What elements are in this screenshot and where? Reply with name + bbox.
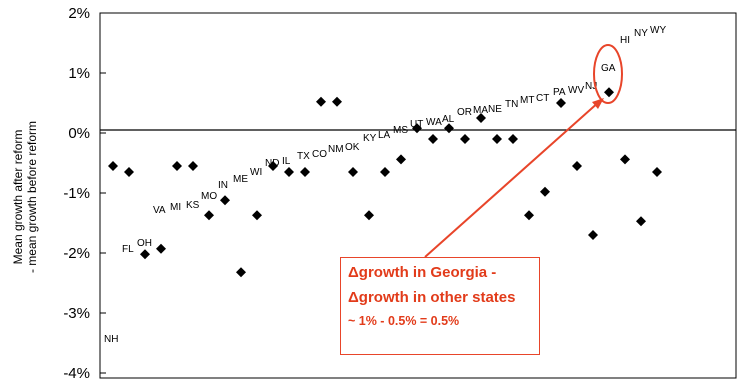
- data-point: [156, 243, 166, 254]
- state-label-co: CO: [312, 149, 327, 160]
- data-point: [332, 96, 342, 107]
- annotation-line-3: ~ 1% - 0.5% = 0.5%: [348, 314, 460, 328]
- annotation-line-2: Δgrowth in other states: [348, 289, 516, 306]
- data-point: [524, 210, 534, 221]
- data-point: [412, 123, 422, 134]
- data-point: [652, 167, 662, 177]
- state-label-wv: WV: [568, 85, 584, 96]
- y-tick-label: -1%: [63, 185, 90, 202]
- data-point: [588, 230, 598, 240]
- state-label-mi: MI: [170, 202, 181, 213]
- data-point: [428, 134, 438, 144]
- data-point: [492, 134, 502, 144]
- state-label-ky: KY: [363, 133, 377, 144]
- data-point: [380, 167, 390, 177]
- state-label-ga: GA: [601, 63, 616, 74]
- state-label-wi: WI: [250, 167, 262, 178]
- y-tick-label: 2%: [68, 5, 90, 22]
- y-tick-label: -2%: [63, 245, 90, 262]
- y-tick-label: -4%: [63, 365, 90, 380]
- data-point: [604, 87, 614, 98]
- data-point: [460, 134, 470, 144]
- data-point: [556, 98, 566, 108]
- data-points: [108, 87, 662, 278]
- state-label-la: LA: [378, 130, 391, 141]
- data-point: [636, 216, 646, 227]
- state-label-wa: WA: [426, 117, 442, 128]
- state-label-hi: HI: [620, 35, 630, 46]
- data-point: [236, 267, 246, 278]
- state-label-mt: MT: [520, 95, 534, 106]
- state-label-ny: NY: [634, 28, 648, 39]
- annotation-arrow: [424, 100, 601, 258]
- state-label-fl: FL: [122, 244, 134, 255]
- y-axis-ticks: 2% 1% 0% -1% -2% -3% -4%: [63, 5, 106, 380]
- data-point: [444, 123, 454, 134]
- state-label-ks: KS: [186, 200, 200, 211]
- annotation-box: [340, 257, 540, 355]
- data-point: [188, 161, 198, 171]
- state-label-or: OR: [457, 107, 472, 118]
- data-point: [172, 161, 182, 171]
- data-point: [364, 210, 374, 221]
- y-tick-label: 1%: [68, 65, 90, 82]
- state-label-ok: OK: [345, 142, 360, 153]
- data-point: [252, 210, 262, 221]
- state-label-nh: NH: [104, 334, 118, 345]
- data-point: [140, 249, 150, 260]
- data-point: [508, 134, 518, 144]
- plot-frame: [99, 12, 737, 379]
- state-label-tx: TX: [297, 151, 310, 162]
- state-label-ct: CT: [536, 93, 549, 104]
- state-label-ne: NE: [488, 104, 502, 115]
- data-point: [220, 195, 230, 206]
- state-label-ma: MA: [473, 105, 488, 116]
- state-label-me: ME: [233, 174, 248, 185]
- highlight-ellipse: [593, 44, 623, 104]
- state-label-in: IN: [218, 180, 228, 191]
- state-label-oh: OH: [137, 238, 152, 249]
- state-label-pa: PA: [553, 87, 566, 98]
- data-point: [396, 154, 406, 165]
- annotation-line-1: Δgrowth in Georgia -: [348, 264, 497, 281]
- data-point: [540, 186, 550, 197]
- data-point: [476, 113, 486, 123]
- data-point: [268, 161, 278, 171]
- data-point: [204, 210, 214, 221]
- data-point: [572, 161, 582, 171]
- data-point: [284, 167, 294, 177]
- y-axis-label-line-2: - mean growth before reform: [25, 121, 39, 273]
- state-label-va: VA: [153, 205, 166, 216]
- state-label-il: IL: [282, 156, 291, 167]
- data-point: [620, 154, 630, 165]
- y-axis-label-line-1: Mean growth after reform: [11, 130, 25, 265]
- data-point: [316, 96, 326, 107]
- state-labels: NHFLOHVAMIKSMOINMEWINDILTXCONMOKKYLAMSUT…: [104, 25, 666, 345]
- y-tick-label: -3%: [63, 305, 90, 322]
- state-label-nj: NJ: [585, 81, 597, 92]
- arrow-head: [592, 98, 604, 109]
- state-label-tn: TN: [505, 99, 518, 110]
- state-label-nm: NM: [328, 144, 344, 155]
- data-point: [124, 167, 134, 177]
- data-point: [348, 167, 358, 177]
- y-axis-label: Mean growth after reform - mean growth b…: [11, 121, 39, 273]
- georgia-highlight: [424, 44, 623, 258]
- state-label-ms: MS: [393, 125, 408, 136]
- state-label-mo: MO: [201, 191, 217, 202]
- y-tick-label: 0%: [68, 125, 90, 142]
- state-label-al: AL: [442, 114, 455, 125]
- data-point: [300, 167, 310, 177]
- data-point: [108, 161, 118, 171]
- state-label-wy: WY: [650, 25, 666, 36]
